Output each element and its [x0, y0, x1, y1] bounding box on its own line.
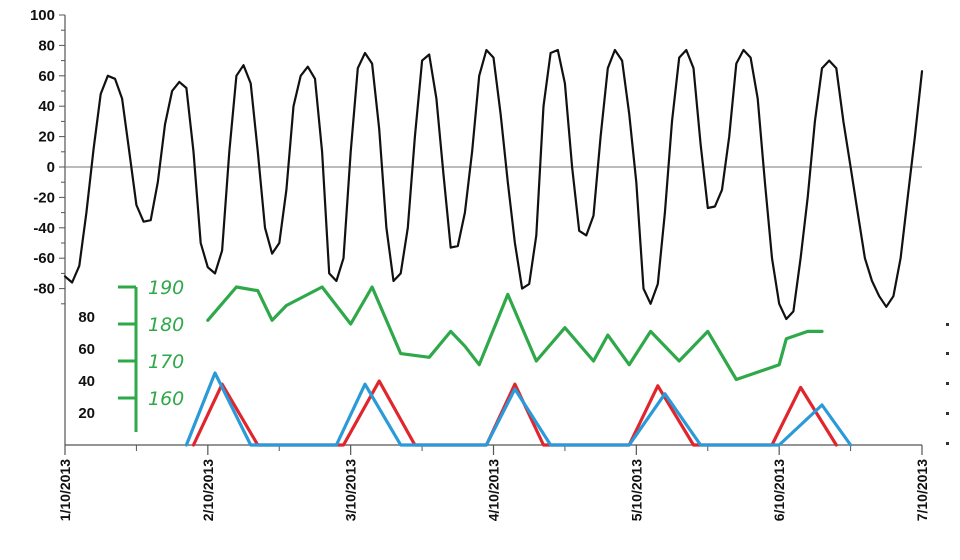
- right-axis-dot: [946, 352, 949, 355]
- y-tick-label: -40: [33, 220, 55, 237]
- y-tick-label: -60: [33, 250, 55, 267]
- x-tick-label: 4/10/2013: [486, 459, 502, 521]
- tick-labels: 100 80 60 40 20 0 -20 -40 -60 -80 80 60 40 20 190 180 17…: [30, 7, 930, 521]
- x-tick-label: 3/10/2013: [343, 459, 359, 521]
- x-tick-label: 1/10/2013: [57, 459, 73, 521]
- lower-axis-tick-label: 20: [78, 405, 95, 422]
- right-axis-dot: [946, 382, 949, 385]
- green-axis-tick-label: 180: [148, 314, 184, 336]
- y-tick-label: -80: [33, 281, 55, 298]
- axes: [59, 14, 949, 455]
- y-tick-label: 60: [38, 68, 55, 85]
- x-tick-label: 6/10/2013: [771, 459, 787, 521]
- green-axis-tick-label: 160: [148, 388, 184, 410]
- x-tick-label: 5/10/2013: [628, 459, 644, 521]
- right-axis-dot: [946, 412, 949, 415]
- y-tick-label: 20: [38, 129, 55, 146]
- lower-axis-tick-label: 40: [78, 373, 95, 390]
- lower-axis-tick-label: 80: [78, 309, 95, 326]
- y-tick-label: 100: [30, 7, 55, 24]
- y-tick-label: 0: [47, 159, 55, 176]
- right-axis-dot: [946, 323, 949, 326]
- series-line-lower-3: [184, 371, 853, 447]
- y-tick-label: 40: [38, 98, 55, 115]
- y-tick-label: -20: [33, 189, 55, 206]
- lower-axis-tick-label: 60: [78, 341, 95, 358]
- x-tick-label: 7/10/2013: [914, 459, 930, 521]
- right-axis-dot: [946, 442, 949, 445]
- x-tick-label: 2/10/2013: [200, 459, 216, 521]
- y-tick-label: 80: [38, 37, 55, 54]
- green-axis-tick-label: 190: [148, 277, 184, 299]
- green-axis-tick-label: 170: [148, 351, 184, 373]
- series-layer: [63, 48, 924, 447]
- series-line-green-1: [206, 285, 824, 382]
- series-line-primary-0: [63, 48, 924, 321]
